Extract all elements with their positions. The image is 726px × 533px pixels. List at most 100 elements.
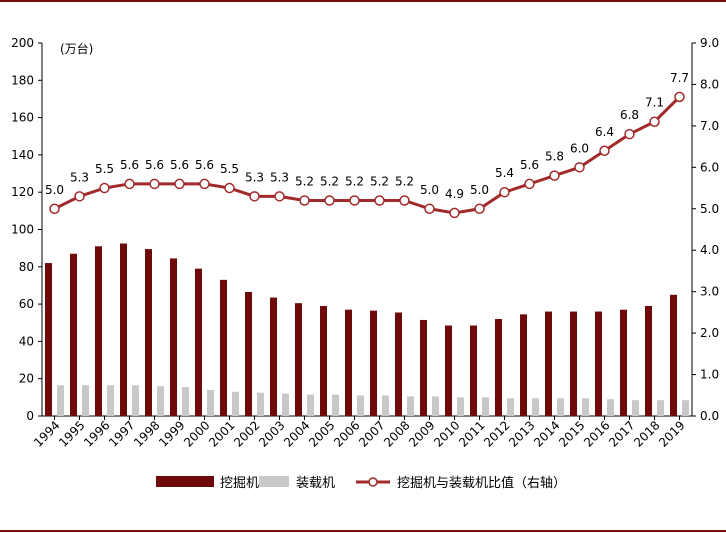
ratio-data-label: 5.0 — [45, 183, 64, 197]
y-left-tick-label: 0 — [26, 409, 34, 423]
x-tick-label: 2008 — [381, 418, 412, 449]
ratio-point — [149, 178, 160, 190]
ratio-data-label: 4.9 — [445, 187, 464, 201]
legend-swatch-excavator — [156, 476, 214, 487]
ratio-data-label: 5.6 — [195, 158, 214, 172]
ratio-data-label: 5.6 — [120, 158, 139, 172]
bar-loader — [407, 396, 414, 416]
ratio-point — [49, 203, 60, 215]
bar-loader — [132, 385, 139, 416]
ratio-point — [399, 195, 410, 206]
x-tick-label: 1995 — [56, 418, 87, 449]
bar-loader — [457, 397, 464, 416]
x-tick-label: 2000 — [181, 418, 212, 449]
ratio-data-label: 5.3 — [70, 170, 89, 184]
x-tick-label: 2017 — [606, 418, 637, 449]
ratio-data-label: 6.4 — [595, 125, 614, 139]
ratio-data-label: 5.2 — [345, 174, 364, 188]
bar-excavator — [270, 297, 277, 416]
ratio-data-label: 5.6 — [145, 158, 164, 172]
bar-excavator — [195, 268, 202, 416]
ratio-data-label: 5.4 — [495, 166, 514, 180]
bar-loader — [507, 398, 514, 416]
bar-excavator — [620, 309, 627, 416]
bar-loader — [532, 398, 539, 416]
x-tick-label: 1996 — [81, 418, 112, 449]
y-left-tick-label: 60 — [19, 297, 34, 311]
bar-excavator — [295, 303, 302, 416]
ratio-point — [674, 91, 685, 103]
ratio-data-label: 7.1 — [645, 96, 664, 110]
x-tick-label: 2015 — [556, 418, 587, 449]
y-left-tick-label: 20 — [19, 372, 34, 386]
ratio-data-label: 5.3 — [270, 170, 289, 184]
bar-loader — [207, 389, 214, 416]
bar-excavator — [545, 311, 552, 416]
bar-loader — [57, 385, 64, 416]
x-tick-label: 2005 — [306, 418, 337, 449]
bar-excavator — [320, 305, 327, 416]
legend-swatch-loader — [259, 476, 289, 487]
bar-excavator — [470, 325, 477, 416]
ratio-point — [349, 195, 360, 206]
y-left-tick-label: 100 — [11, 223, 34, 237]
bar-loader — [307, 394, 314, 416]
ratio-data-label: 5.8 — [545, 150, 564, 164]
ratio-point — [524, 178, 535, 190]
bar-loader — [107, 385, 114, 416]
x-tick-label: 2016 — [581, 418, 612, 449]
ratio-point — [599, 145, 610, 157]
top-rule — [0, 0, 726, 2]
bar-excavator — [70, 253, 77, 416]
unit-label: (万台) — [60, 41, 93, 56]
bottom-rule — [0, 530, 726, 532]
ratio-data-label: 6.8 — [620, 108, 639, 122]
x-tick-label: 2001 — [206, 418, 237, 449]
bar-excavator — [670, 294, 677, 416]
ratio-point — [374, 195, 385, 206]
ratio-data-label: 6.0 — [570, 141, 589, 155]
bar-excavator — [595, 311, 602, 416]
y-right-tick-label: 5.0 — [700, 202, 719, 216]
ratio-data-label: 5.0 — [470, 183, 489, 197]
x-tick-label: 2014 — [531, 418, 562, 449]
bar-loader — [232, 391, 239, 416]
bar-loader — [382, 395, 389, 416]
bar-excavator — [120, 243, 127, 416]
y-right-tick-label: 2.0 — [700, 326, 719, 340]
ratio-point — [74, 191, 85, 202]
x-tick-label: 1999 — [156, 418, 187, 449]
ratio-point — [199, 178, 210, 190]
x-tick-label: 1997 — [106, 418, 137, 449]
bar-excavator — [495, 319, 502, 416]
x-tick-label: 2012 — [481, 418, 512, 449]
bar-loader — [607, 399, 614, 416]
ratio-data-label: 5.3 — [245, 170, 264, 184]
bar-excavator — [645, 305, 652, 416]
ratio-point — [449, 207, 460, 219]
y-left-tick-label: 80 — [19, 260, 34, 274]
x-tick-label: 2009 — [406, 418, 437, 449]
y-right-tick-label: 9.0 — [700, 36, 719, 50]
bar-excavator — [245, 291, 252, 416]
bar-excavator — [370, 310, 377, 416]
ratio-point — [499, 186, 510, 198]
x-tick-label: 2019 — [656, 418, 687, 449]
bar-loader — [182, 387, 189, 416]
ratio-data-label: 5.2 — [370, 174, 389, 188]
bar-loader — [157, 386, 164, 416]
bar-loader — [332, 394, 339, 416]
y-right-tick-label: 6.0 — [700, 160, 719, 174]
bar-loader — [582, 398, 589, 416]
bar-loader — [557, 398, 564, 416]
ratio-point — [274, 191, 285, 202]
ratio-data-label: 5.6 — [170, 158, 189, 172]
y-right-tick-label: 4.0 — [700, 243, 719, 257]
y-left-tick-label: 140 — [11, 148, 34, 162]
bar-excavator — [45, 263, 52, 416]
bar-excavator — [220, 279, 227, 416]
bar-loader — [682, 400, 689, 416]
ratio-data-label: 5.2 — [295, 174, 314, 188]
ratio-point — [224, 182, 235, 194]
